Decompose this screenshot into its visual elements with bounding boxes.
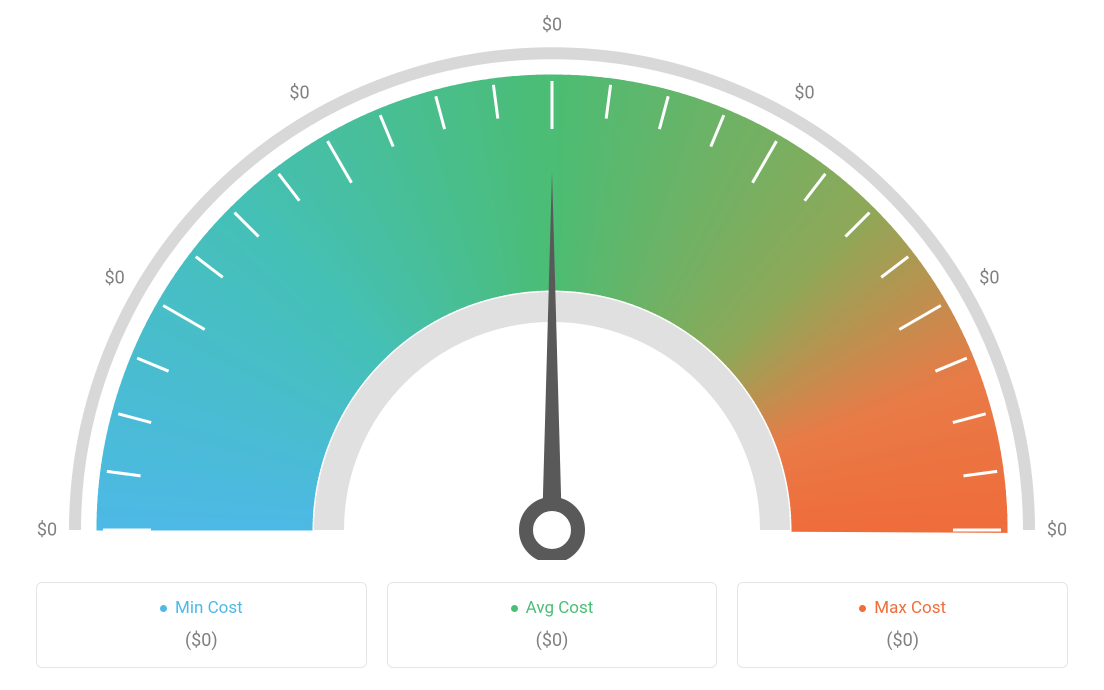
gauge-tick-label: $0 [794,82,814,103]
legend-row: Min Cost ($0) Avg Cost ($0) Max Cost ($0… [36,582,1068,669]
gauge-tick-label: $0 [289,82,309,103]
legend-value-avg: ($0) [398,630,707,651]
gauge-tick-label: $0 [542,15,562,36]
legend-value-max: ($0) [748,630,1057,651]
legend-label-max: Max Cost [874,598,946,618]
legend-title-max: Max Cost [859,598,946,618]
gauge-tick-label: $0 [37,520,57,541]
legend-title-min: Min Cost [160,598,243,618]
legend-card-avg: Avg Cost ($0) [387,582,718,669]
cost-gauge-widget: $0 $0 $0 $0 $0 $0 $0 Min Cost ($0) Avg Cost ($… [0,0,1104,690]
legend-card-max: Max Cost ($0) [737,582,1068,669]
gauge-tick-label: $0 [105,267,125,288]
legend-dot-min [160,605,167,612]
gauge-tick-label: $0 [1047,520,1067,541]
legend-dot-avg [511,605,518,612]
legend-title-avg: Avg Cost [511,598,594,618]
legend-value-min: ($0) [47,630,356,651]
gauge-chart: $0 $0 $0 $0 $0 $0 $0 [0,0,1104,560]
legend-card-min: Min Cost ($0) [36,582,367,669]
legend-label-min: Min Cost [175,598,243,618]
legend-dot-max [859,605,866,612]
legend-label-avg: Avg Cost [526,598,594,618]
gauge-tick-label: $0 [979,267,999,288]
